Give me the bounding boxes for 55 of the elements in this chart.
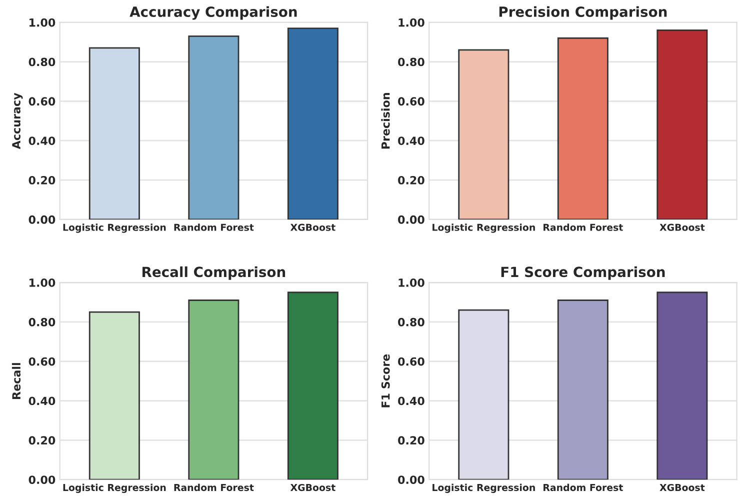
y-tick-label: 0.40 (398, 396, 424, 406)
y-tick-label: 1.00 (398, 18, 424, 27)
y-tick-label: 0.00 (28, 476, 56, 484)
x-tick-label: XGBoost (290, 224, 336, 231)
y-axis-title: Recall (12, 363, 21, 399)
x-tick-label: XGBoost (660, 484, 705, 492)
x-tick-label: Random Forest (174, 484, 254, 492)
y-tick-label: 0.80 (28, 58, 56, 66)
bar (88, 311, 140, 480)
y-tick-label: 0.60 (398, 357, 424, 366)
y-tick-label: 0.20 (398, 436, 424, 445)
y-tick-label: 1.00 (398, 278, 424, 287)
y-axis-title: Accuracy (12, 92, 23, 150)
y-tick-label: 0.00 (398, 476, 424, 484)
bar (656, 30, 708, 220)
y-axis-title: Precision (381, 93, 390, 149)
bar (557, 37, 608, 220)
x-tick-label: Logistic Regression (432, 484, 535, 493)
y-tick-label: 0.20 (28, 436, 56, 445)
y-tick-label: 0.20 (398, 176, 424, 184)
chart-title: F1 Score Comparison (501, 266, 665, 280)
y-tick-label: 0.00 (398, 215, 424, 224)
x-tick-label: Random Forest (174, 224, 254, 231)
bar (188, 35, 240, 220)
y-tick-label: 0.80 (398, 318, 424, 326)
y-tick-label: 0.60 (28, 357, 56, 366)
y-axis-title: F1 Score (381, 354, 390, 408)
y-tick-label: 0.40 (398, 136, 424, 145)
x-tick-label: XGBoost (290, 484, 336, 492)
y-tick-label: 0.00 (28, 215, 56, 224)
x-tick-label: XGBoost (660, 224, 705, 231)
bar (88, 47, 140, 220)
y-tick-label: 1.00 (30, 278, 56, 287)
bar (458, 49, 510, 220)
x-tick-label: Logistic Regression (63, 484, 166, 493)
y-tick-label: 0.80 (398, 58, 424, 66)
y-tick-label: 0.40 (28, 396, 56, 406)
x-tick-label: Random Forest (544, 484, 623, 492)
bar (557, 300, 608, 480)
y-tick-label: 1.00 (30, 18, 56, 27)
bar (287, 28, 338, 220)
y-tick-label: 0.20 (28, 176, 56, 184)
chart-title: Accuracy Comparison (130, 6, 297, 20)
x-tick-label: Logistic Regression (432, 224, 535, 233)
bar (188, 300, 240, 480)
bar (656, 292, 708, 480)
y-tick-label: 0.60 (398, 97, 424, 106)
chart-title: Recall Comparison (142, 266, 286, 280)
chart-title: Precision Comparison (499, 6, 667, 20)
y-tick-label: 0.80 (28, 318, 56, 326)
y-tick-label: 0.40 (28, 136, 56, 145)
bar (287, 292, 338, 480)
x-tick-label: Random Forest (544, 224, 623, 231)
x-tick-label: Logistic Regression (63, 224, 166, 233)
y-tick-label: 0.60 (28, 97, 56, 106)
